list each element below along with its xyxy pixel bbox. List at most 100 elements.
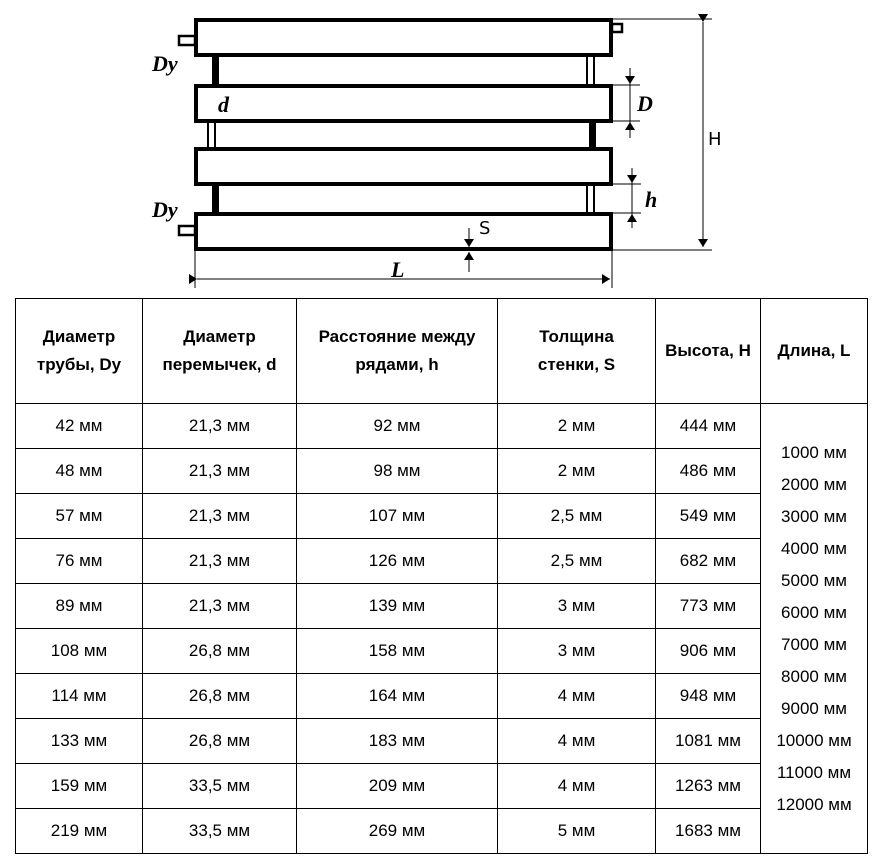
jumper xyxy=(586,55,595,86)
table-row: 114 мм 26,8 мм 164 мм 4 мм 948 мм xyxy=(15,673,868,719)
specs-table: Диаметр трубы, Dy Диаметр перемычек, d Р… xyxy=(15,298,868,854)
table-cell: 26,8 мм xyxy=(142,628,297,674)
length-option: 11000 мм xyxy=(776,762,852,782)
nozzle-top-left xyxy=(177,34,197,47)
length-list-cell: 1000 мм 2000 мм 3000 мм 4000 мм 5000 мм 6000 … xyxy=(760,403,868,854)
length-option: 5000 мм xyxy=(781,570,847,590)
table-cell: 159 мм xyxy=(15,763,143,809)
table-cell: 3 мм xyxy=(497,583,656,629)
table-cell: 26,8 мм xyxy=(142,673,297,719)
table-cell: 107 мм xyxy=(296,493,498,539)
table-cell: 3 мм xyxy=(497,628,656,674)
table-cell: 42 мм xyxy=(15,403,143,449)
table-cell: 126 мм xyxy=(296,538,498,584)
table-cell: 21,3 мм xyxy=(142,493,297,539)
table-row: 42 мм 21,3 мм 92 мм 2 мм 444 мм 1000 мм 2000 м… xyxy=(15,403,868,854)
label-h: h xyxy=(645,187,657,212)
table-cell: 948 мм xyxy=(655,673,761,719)
pipe-1 xyxy=(194,18,613,57)
table-cell: 549 мм xyxy=(655,493,761,539)
header-s: Толщина стенки, S xyxy=(497,298,656,404)
register-diagram: Dy d D h Dy S L H xyxy=(151,14,722,288)
length-option: 4000 мм xyxy=(781,538,847,558)
table-cell: 21,3 мм xyxy=(142,583,297,629)
jumper xyxy=(212,185,219,213)
label-S: S xyxy=(479,218,490,239)
table-cell: 269 мм xyxy=(296,808,498,854)
label-dy-bottom: Dy xyxy=(151,197,178,222)
table-cell: 906 мм xyxy=(655,628,761,674)
header-length: Длина, L xyxy=(760,298,868,404)
length-option: 9000 мм xyxy=(781,698,847,718)
table-row: 57 мм 21,3 мм 107 мм 2,5 мм 549 мм xyxy=(15,493,868,539)
table-cell: 5 мм xyxy=(497,808,656,854)
table-cell: 26,8 мм xyxy=(142,718,297,764)
length-option: 1000 мм xyxy=(781,442,847,462)
table-cell: 21,3 мм xyxy=(142,403,297,449)
table-cell: 209 мм xyxy=(296,763,498,809)
table-cell: 33,5 мм xyxy=(142,763,297,809)
table-cell: 2 мм xyxy=(497,448,656,494)
table-cell: 2,5 мм xyxy=(497,493,656,539)
length-option: 3000 мм xyxy=(781,506,847,526)
table-cell: 773 мм xyxy=(655,583,761,629)
table-cell: 682 мм xyxy=(655,538,761,584)
label-d: d xyxy=(218,92,230,117)
table-cell: 57 мм xyxy=(15,493,143,539)
table-row: 219 мм 33,5 мм 269 мм 5 мм 1683 мм xyxy=(15,808,868,854)
table-row: 159 мм 33,5 мм 209 мм 4 мм 1263 мм xyxy=(15,763,868,809)
pipe-2 xyxy=(194,84,613,123)
length-option: 6000 мм xyxy=(781,602,847,622)
length-option: 12000 мм xyxy=(776,794,852,814)
table-cell: 4 мм xyxy=(497,718,656,764)
table-cell: 139 мм xyxy=(296,583,498,629)
header-row: Диаметр трубы, Dy Диаметр перемычек, d Р… xyxy=(15,298,868,404)
table-cell: 21,3 мм xyxy=(142,448,297,494)
jumper xyxy=(207,121,216,149)
table-cell: 114 мм xyxy=(15,673,143,719)
label-H: H xyxy=(708,129,722,150)
label-L: L xyxy=(390,257,404,282)
table-cell: 444 мм xyxy=(655,403,761,449)
header-dy: Диаметр трубы, Dy xyxy=(15,298,143,404)
table-cell: 21,3 мм xyxy=(142,538,297,584)
table-cell: 33,5 мм xyxy=(142,808,297,854)
length-option: 10000 мм xyxy=(776,730,852,750)
table-cell: 2,5 мм xyxy=(497,538,656,584)
table-cell: 183 мм xyxy=(296,718,498,764)
table-cell: 1081 мм xyxy=(655,718,761,764)
table-cell: 92 мм xyxy=(296,403,498,449)
label-dy-top: Dy xyxy=(151,51,178,76)
table-cell: 2 мм xyxy=(497,403,656,449)
table-row: 76 мм 21,3 мм 126 мм 2,5 мм 682 мм xyxy=(15,538,868,584)
length-option: 8000 мм xyxy=(781,666,847,686)
table-cell: 76 мм xyxy=(15,538,143,584)
header-height: Высота, H xyxy=(655,298,761,404)
jumper xyxy=(212,56,219,85)
table-row: 108 мм 26,8 мм 158 мм 3 мм 906 мм xyxy=(15,628,868,674)
table-cell: 486 мм xyxy=(655,448,761,494)
header-d: Диаметр перемычек, d xyxy=(142,298,297,404)
table-cell: 4 мм xyxy=(497,763,656,809)
table-cell: 133 мм xyxy=(15,718,143,764)
table-cell: 4 мм xyxy=(497,673,656,719)
table-row: 48 мм 21,3 мм 98 мм 2 мм 486 мм xyxy=(15,448,868,494)
jumper xyxy=(589,122,596,148)
table-cell: 98 мм xyxy=(296,448,498,494)
length-option: 7000 мм xyxy=(781,634,847,654)
pipe-3 xyxy=(194,147,613,186)
table-cell: 108 мм xyxy=(15,628,143,674)
nozzle-top-right xyxy=(610,22,624,34)
table-cell: 158 мм xyxy=(296,628,498,674)
table-row: 133 мм 26,8 мм 183 мм 4 мм 1081 мм xyxy=(15,718,868,764)
nozzle-bottom-left xyxy=(177,224,197,237)
table-cell: 1263 мм xyxy=(655,763,761,809)
pipe-4 xyxy=(194,212,613,251)
jumper xyxy=(586,184,595,214)
label-D: D xyxy=(636,91,653,116)
table-cell: 48 мм xyxy=(15,448,143,494)
header-h: Расстояние между рядами, h xyxy=(296,298,498,404)
table-cell: 219 мм xyxy=(15,808,143,854)
table-cell: 89 мм xyxy=(15,583,143,629)
table-cell: 164 мм xyxy=(296,673,498,719)
